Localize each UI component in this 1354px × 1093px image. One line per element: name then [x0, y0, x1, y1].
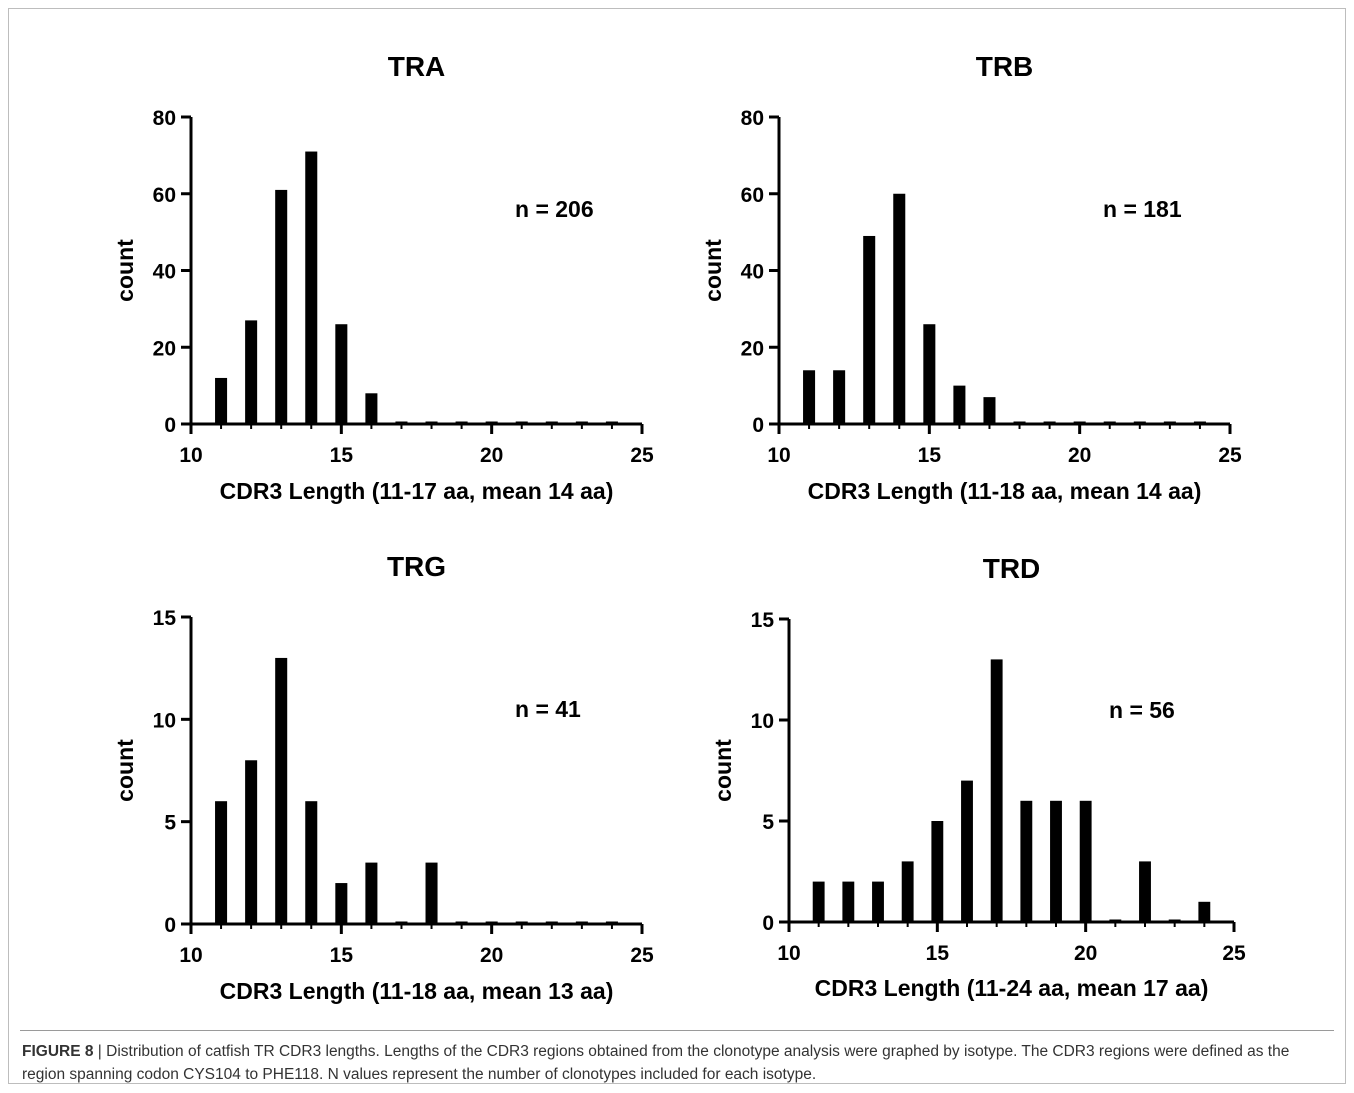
bar-13: [863, 235, 876, 424]
y-axis-label: count: [700, 239, 726, 302]
figure-label: FIGURE 8: [22, 1043, 94, 1060]
x-axis-label: CDR3 Length (11-18 aa, mean 14 aa): [808, 478, 1202, 504]
x-axis-label: CDR3 Length (11-17 aa, mean 14 aa): [220, 478, 614, 504]
bar-15: [923, 324, 936, 424]
y-tick-label: 0: [762, 912, 774, 935]
y-tick-label: 40: [153, 261, 176, 284]
bar-24: [1198, 901, 1211, 922]
x-tick-label: 20: [480, 444, 503, 467]
chart-title: TRB: [976, 51, 1034, 82]
n-annotation: n = 206: [515, 196, 594, 222]
y-axis-label: count: [710, 739, 736, 802]
x-tick-label: 10: [179, 944, 202, 967]
x-tick-label: 15: [918, 444, 942, 467]
chart-panel-tra: TRA n = 206 0 20 40 60 80 10 15 20 25 CDR3 Length (…: [112, 51, 654, 504]
y-tick-label: 20: [153, 337, 176, 360]
y-tick-label: 20: [741, 337, 764, 360]
x-axis-label: CDR3 Length (11-18 aa, mean 13 aa): [220, 978, 614, 1004]
chart-title: TRD: [983, 553, 1041, 584]
bar-20: [1079, 800, 1092, 922]
n-annotation: n = 41: [515, 696, 581, 722]
y-axis-label: count: [112, 739, 138, 802]
bar-12: [245, 760, 258, 924]
figure-panels: TRA n = 206 0 20 40 60 80 10 15 20 25 CDR3 Length (…: [112, 51, 1246, 1004]
y-tick-label: 15: [153, 607, 177, 630]
figure-frame: [8, 8, 1346, 1084]
bar-12: [245, 320, 258, 424]
bar-13: [275, 657, 288, 924]
bar-14: [901, 861, 914, 922]
bar-14: [305, 151, 318, 424]
bar-11: [803, 370, 816, 424]
bar-16: [365, 393, 378, 424]
bar-16: [953, 385, 966, 424]
y-tick-label: 10: [153, 709, 176, 732]
y-tick-label: 0: [164, 914, 176, 937]
x-tick-label: 10: [179, 444, 202, 467]
bar-22: [1139, 861, 1151, 922]
x-tick-label: 20: [1068, 444, 1091, 467]
bar-12: [842, 881, 855, 922]
y-axis-label: count: [112, 239, 138, 302]
caption-text: Distribution of catfish TR CDR3 lengths.…: [22, 1043, 1290, 1083]
chart-title: TRG: [387, 551, 446, 582]
figure-caption: FIGURE 8 | Distribution of catfish TR CD…: [22, 1040, 1322, 1086]
y-tick-label: 5: [762, 811, 774, 834]
x-tick-label: 25: [1222, 942, 1246, 965]
bar-19: [1050, 800, 1062, 922]
chart-title: TRA: [388, 51, 446, 82]
n-annotation: n = 181: [1103, 196, 1182, 222]
bar-11: [215, 801, 228, 924]
bar-13: [275, 189, 288, 424]
x-tick-label: 25: [630, 444, 654, 467]
x-tick-label: 10: [767, 444, 790, 467]
bar-17: [990, 659, 1003, 922]
bar-14: [305, 801, 318, 924]
x-tick-label: 15: [926, 942, 950, 965]
x-tick-label: 15: [330, 444, 354, 467]
y-tick-label: 0: [752, 414, 764, 437]
bar-15: [335, 883, 348, 924]
y-tick-label: 0: [164, 414, 176, 437]
bar-13: [872, 881, 884, 922]
bar-14: [893, 193, 906, 424]
y-tick-label: 10: [751, 710, 774, 733]
y-tick-label: 5: [164, 812, 176, 835]
n-annotation: n = 56: [1109, 697, 1175, 723]
bar-17: [983, 397, 996, 424]
x-tick-label: 25: [1218, 444, 1242, 467]
y-tick-label: 15: [751, 609, 775, 632]
x-axis-label: CDR3 Length (11-24 aa, mean 17 aa): [815, 975, 1209, 1001]
x-tick-label: 15: [330, 944, 354, 967]
bar-11: [812, 881, 825, 922]
chart-panel-trd: TRD n = 56 0 5 10 15 10 15 20 25 CDR3 Length (11-2…: [710, 553, 1246, 1001]
y-tick-label: 80: [153, 107, 176, 130]
bar-18: [425, 862, 438, 924]
y-tick-label: 60: [741, 184, 764, 207]
y-tick-label: 40: [741, 261, 764, 284]
bar-15: [931, 821, 944, 922]
y-tick-label: 60: [153, 184, 176, 207]
caption-separator: |: [93, 1043, 107, 1060]
bar-12: [833, 370, 846, 424]
x-tick-label: 25: [630, 944, 654, 967]
bar-16: [961, 780, 973, 922]
caption-divider: [20, 1030, 1334, 1031]
x-tick-label: 10: [777, 942, 800, 965]
bar-16: [365, 862, 378, 924]
x-tick-label: 20: [480, 944, 503, 967]
bar-15: [335, 324, 348, 424]
x-tick-label: 20: [1074, 942, 1097, 965]
bar-18: [1020, 800, 1033, 922]
chart-panel-trb: TRB n = 181 0 20 40 60 80 10 15 20 25 CDR3 Length (…: [700, 51, 1242, 504]
y-tick-label: 80: [741, 107, 764, 130]
bar-11: [215, 377, 228, 424]
chart-panel-trg: TRG n = 41 0 5 10 15 10 15 20 25 CDR3 Length (11-1…: [112, 551, 654, 1004]
